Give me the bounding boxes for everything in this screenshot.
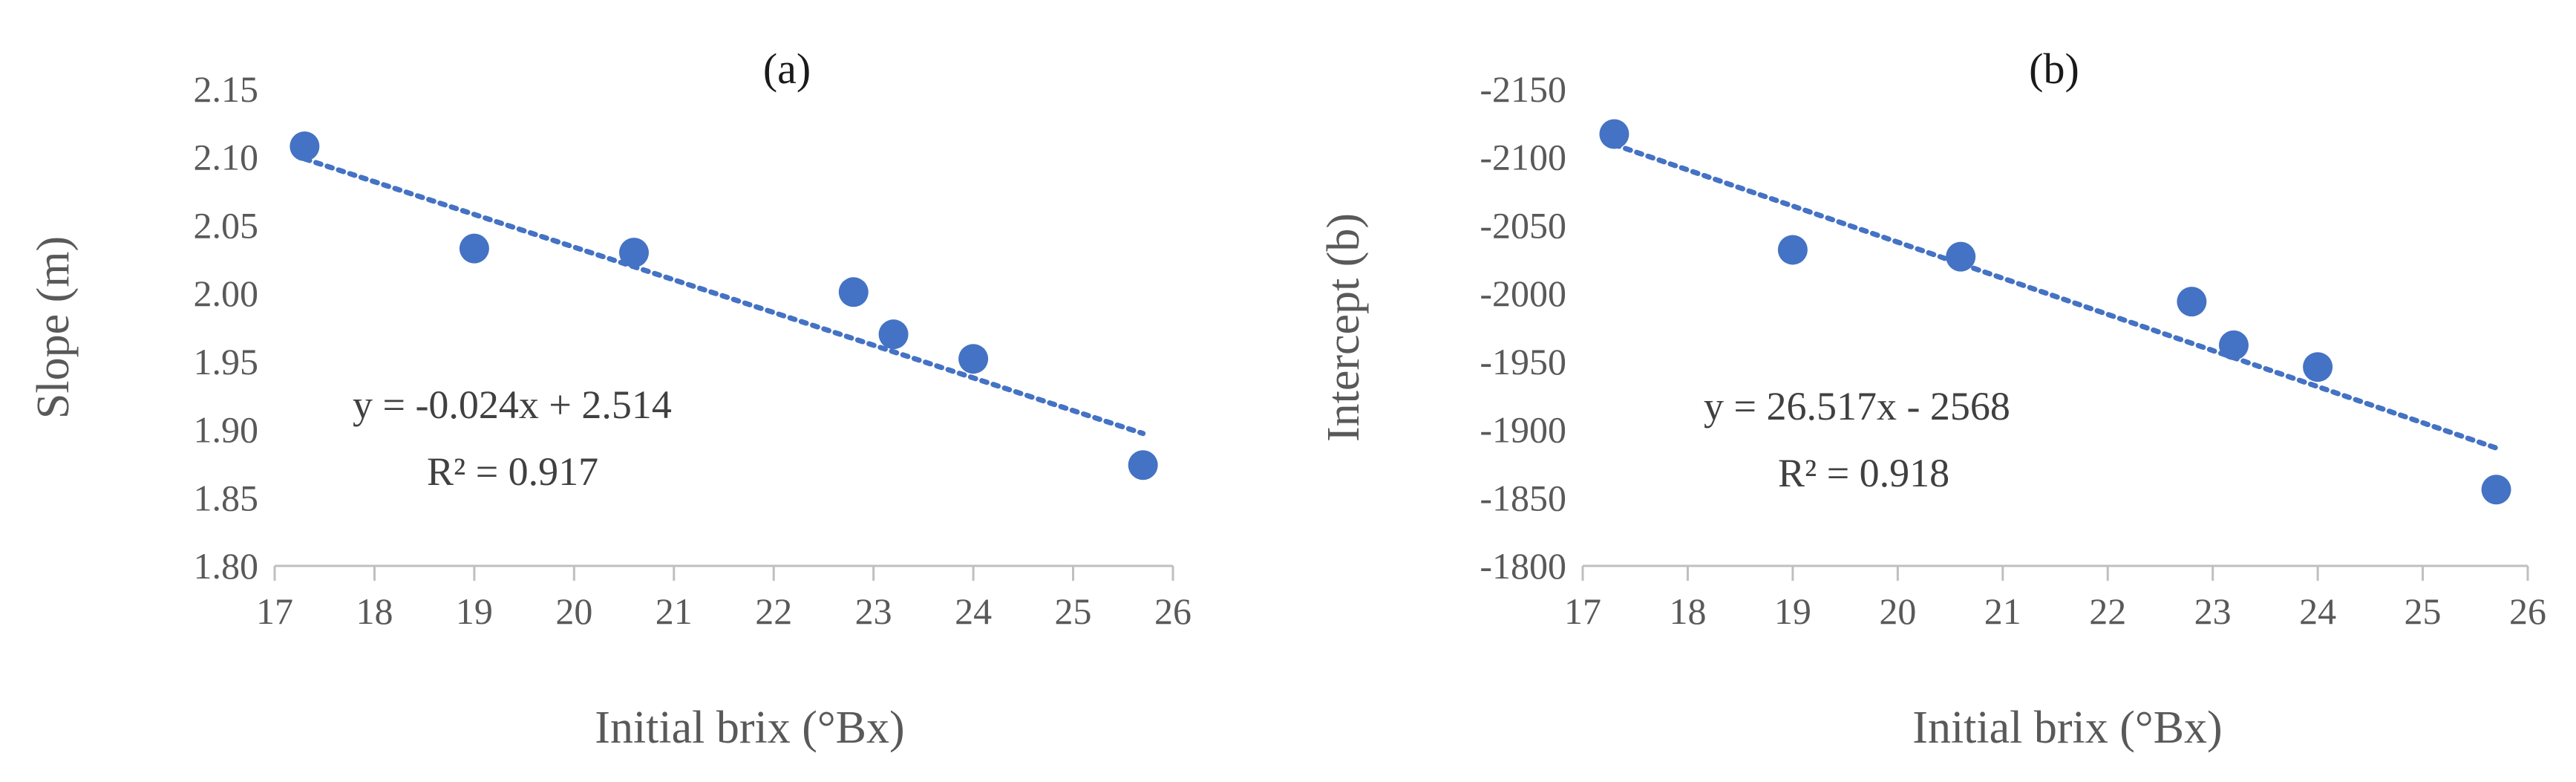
chart-b-points bbox=[1599, 119, 2511, 505]
chart-a-data-point bbox=[958, 344, 989, 374]
chart-a-data-point bbox=[459, 233, 489, 264]
chart-b-trendline bbox=[1611, 142, 2500, 451]
chart-b-svg: 17 18 19 20 21 22 23 24 25 26 -1800 -1850 -1900 -1950… bbox=[1318, 45, 2546, 753]
chart-a-y-tick-label: 1.90 bbox=[194, 409, 259, 451]
chart-a-y-axis-label: Slope (m) bbox=[28, 236, 79, 419]
chart-b-y-axis-label: Intercept (b) bbox=[1318, 213, 1369, 442]
chart-a-r-squared: R² = 0.917 bbox=[427, 449, 598, 494]
chart-b-panel-label: (b) bbox=[2029, 45, 2079, 93]
chart-a-panel-label: (a) bbox=[763, 45, 811, 93]
chart-b-y-tick-label: -1850 bbox=[1480, 477, 1566, 518]
chart-b-x-axis-label: Initial brix (°Bx) bbox=[1912, 703, 2222, 753]
chart-a: 17 18 19 20 21 22 23 24 25 26 1.80 1.85 1.90 1.95 2.00… bbox=[28, 45, 1192, 753]
chart-a-y-tick-label: 2.00 bbox=[194, 273, 259, 314]
chart-a-trendline-group bbox=[301, 156, 1146, 437]
chart-b: 17 18 19 20 21 22 23 24 25 26 -1800 -1850 -1900 -1950… bbox=[1288, 0, 2576, 782]
chart-a-x-tick-label: 20 bbox=[555, 590, 592, 632]
chart-b-x-tick-label: 26 bbox=[2509, 590, 2546, 632]
chart-a-x-tick-label: 26 bbox=[1154, 590, 1191, 632]
chart-a-x-tick-label: 17 bbox=[256, 590, 293, 632]
chart-a-y-tick-label: 1.85 bbox=[194, 477, 259, 518]
chart-a-svg: 17 18 19 20 21 22 23 24 25 26 1.80 1.85 1.90 1.95 2.00… bbox=[28, 45, 1192, 753]
chart-a-y-tick-label: 2.15 bbox=[194, 68, 259, 110]
chart-b-x-tick-label: 17 bbox=[1564, 590, 1601, 632]
chart-b-y-tick-label: -2150 bbox=[1480, 68, 1566, 110]
chart-b-r-squared: R² = 0.918 bbox=[1778, 451, 1949, 495]
chart-b-y-tick-label: -2100 bbox=[1480, 137, 1566, 178]
chart-b-data-point bbox=[1599, 119, 1629, 149]
chart-a-data-point bbox=[1128, 450, 1158, 480]
chart-b-data-point bbox=[2303, 352, 2333, 382]
chart-a-ticks: 17 18 19 20 21 22 23 24 25 26 1.80 1.85 1.90 1.95 2.00… bbox=[194, 68, 1192, 632]
chart-a-points bbox=[290, 131, 1158, 480]
chart-b-data-point bbox=[2218, 330, 2249, 360]
chart-a-x-tick-label: 24 bbox=[955, 590, 992, 632]
chart-b-x-tick-label: 21 bbox=[1984, 590, 2021, 632]
chart-a-y-tick-label: 2.05 bbox=[194, 204, 259, 246]
chart-b-trendline-group bbox=[1611, 142, 2500, 451]
chart-b-data-point bbox=[2481, 475, 2511, 505]
chart-a-data-point bbox=[838, 277, 869, 307]
chart-b-y-tick-label: -1800 bbox=[1480, 545, 1566, 587]
chart-a-x-tick-label: 21 bbox=[656, 590, 693, 632]
chart-a-data-point bbox=[878, 319, 909, 350]
chart-a-y-tick-label: 2.10 bbox=[194, 137, 259, 178]
chart-b-x-tick-label: 23 bbox=[2194, 590, 2232, 632]
chart-a-x-tick-label: 19 bbox=[456, 590, 493, 632]
chart-a-x-axis-label: Initial brix (°Bx) bbox=[595, 703, 904, 753]
chart-b-y-tick-label: -1900 bbox=[1480, 409, 1566, 451]
chart-a-equation: y = -0.024x + 2.514 bbox=[353, 382, 672, 427]
chart-b-x-tick-label: 25 bbox=[2405, 590, 2442, 632]
chart-b-ticks: 17 18 19 20 21 22 23 24 25 26 -1800 -1850 -1900 -1950… bbox=[1480, 68, 2546, 632]
chart-b-y-tick-label: -2050 bbox=[1480, 204, 1566, 246]
chart-b-x-tick-label: 20 bbox=[1879, 590, 1916, 632]
chart-a-trendline bbox=[301, 156, 1146, 437]
chart-b-equation: y = 26.517x - 2568 bbox=[1704, 384, 2010, 429]
chart-a-y-tick-label: 1.95 bbox=[194, 341, 259, 382]
chart-b-x-tick-label: 18 bbox=[1669, 590, 1706, 632]
chart-b-data-point bbox=[1777, 235, 1808, 265]
chart-b-data-point bbox=[2177, 287, 2207, 317]
chart-a-data-point bbox=[290, 131, 320, 162]
chart-a-x-tick-label: 22 bbox=[755, 590, 792, 632]
chart-a-x-tick-label: 23 bbox=[855, 590, 892, 632]
chart-b-y-tick-label: -1950 bbox=[1480, 341, 1566, 382]
chart-a-x-tick-label: 18 bbox=[356, 590, 393, 632]
chart-a-x-tick-label: 25 bbox=[1055, 590, 1092, 632]
chart-a-data-point bbox=[619, 238, 649, 268]
chart-b-data-point bbox=[1946, 241, 1976, 272]
chart-b-x-tick-label: 24 bbox=[2299, 590, 2336, 632]
chart-b-x-tick-label: 22 bbox=[2089, 590, 2126, 632]
chart-b-x-tick-label: 19 bbox=[1774, 590, 1811, 632]
chart-a-y-tick-label: 1.80 bbox=[194, 545, 259, 587]
chart-b-y-tick-label: -2000 bbox=[1480, 273, 1566, 314]
